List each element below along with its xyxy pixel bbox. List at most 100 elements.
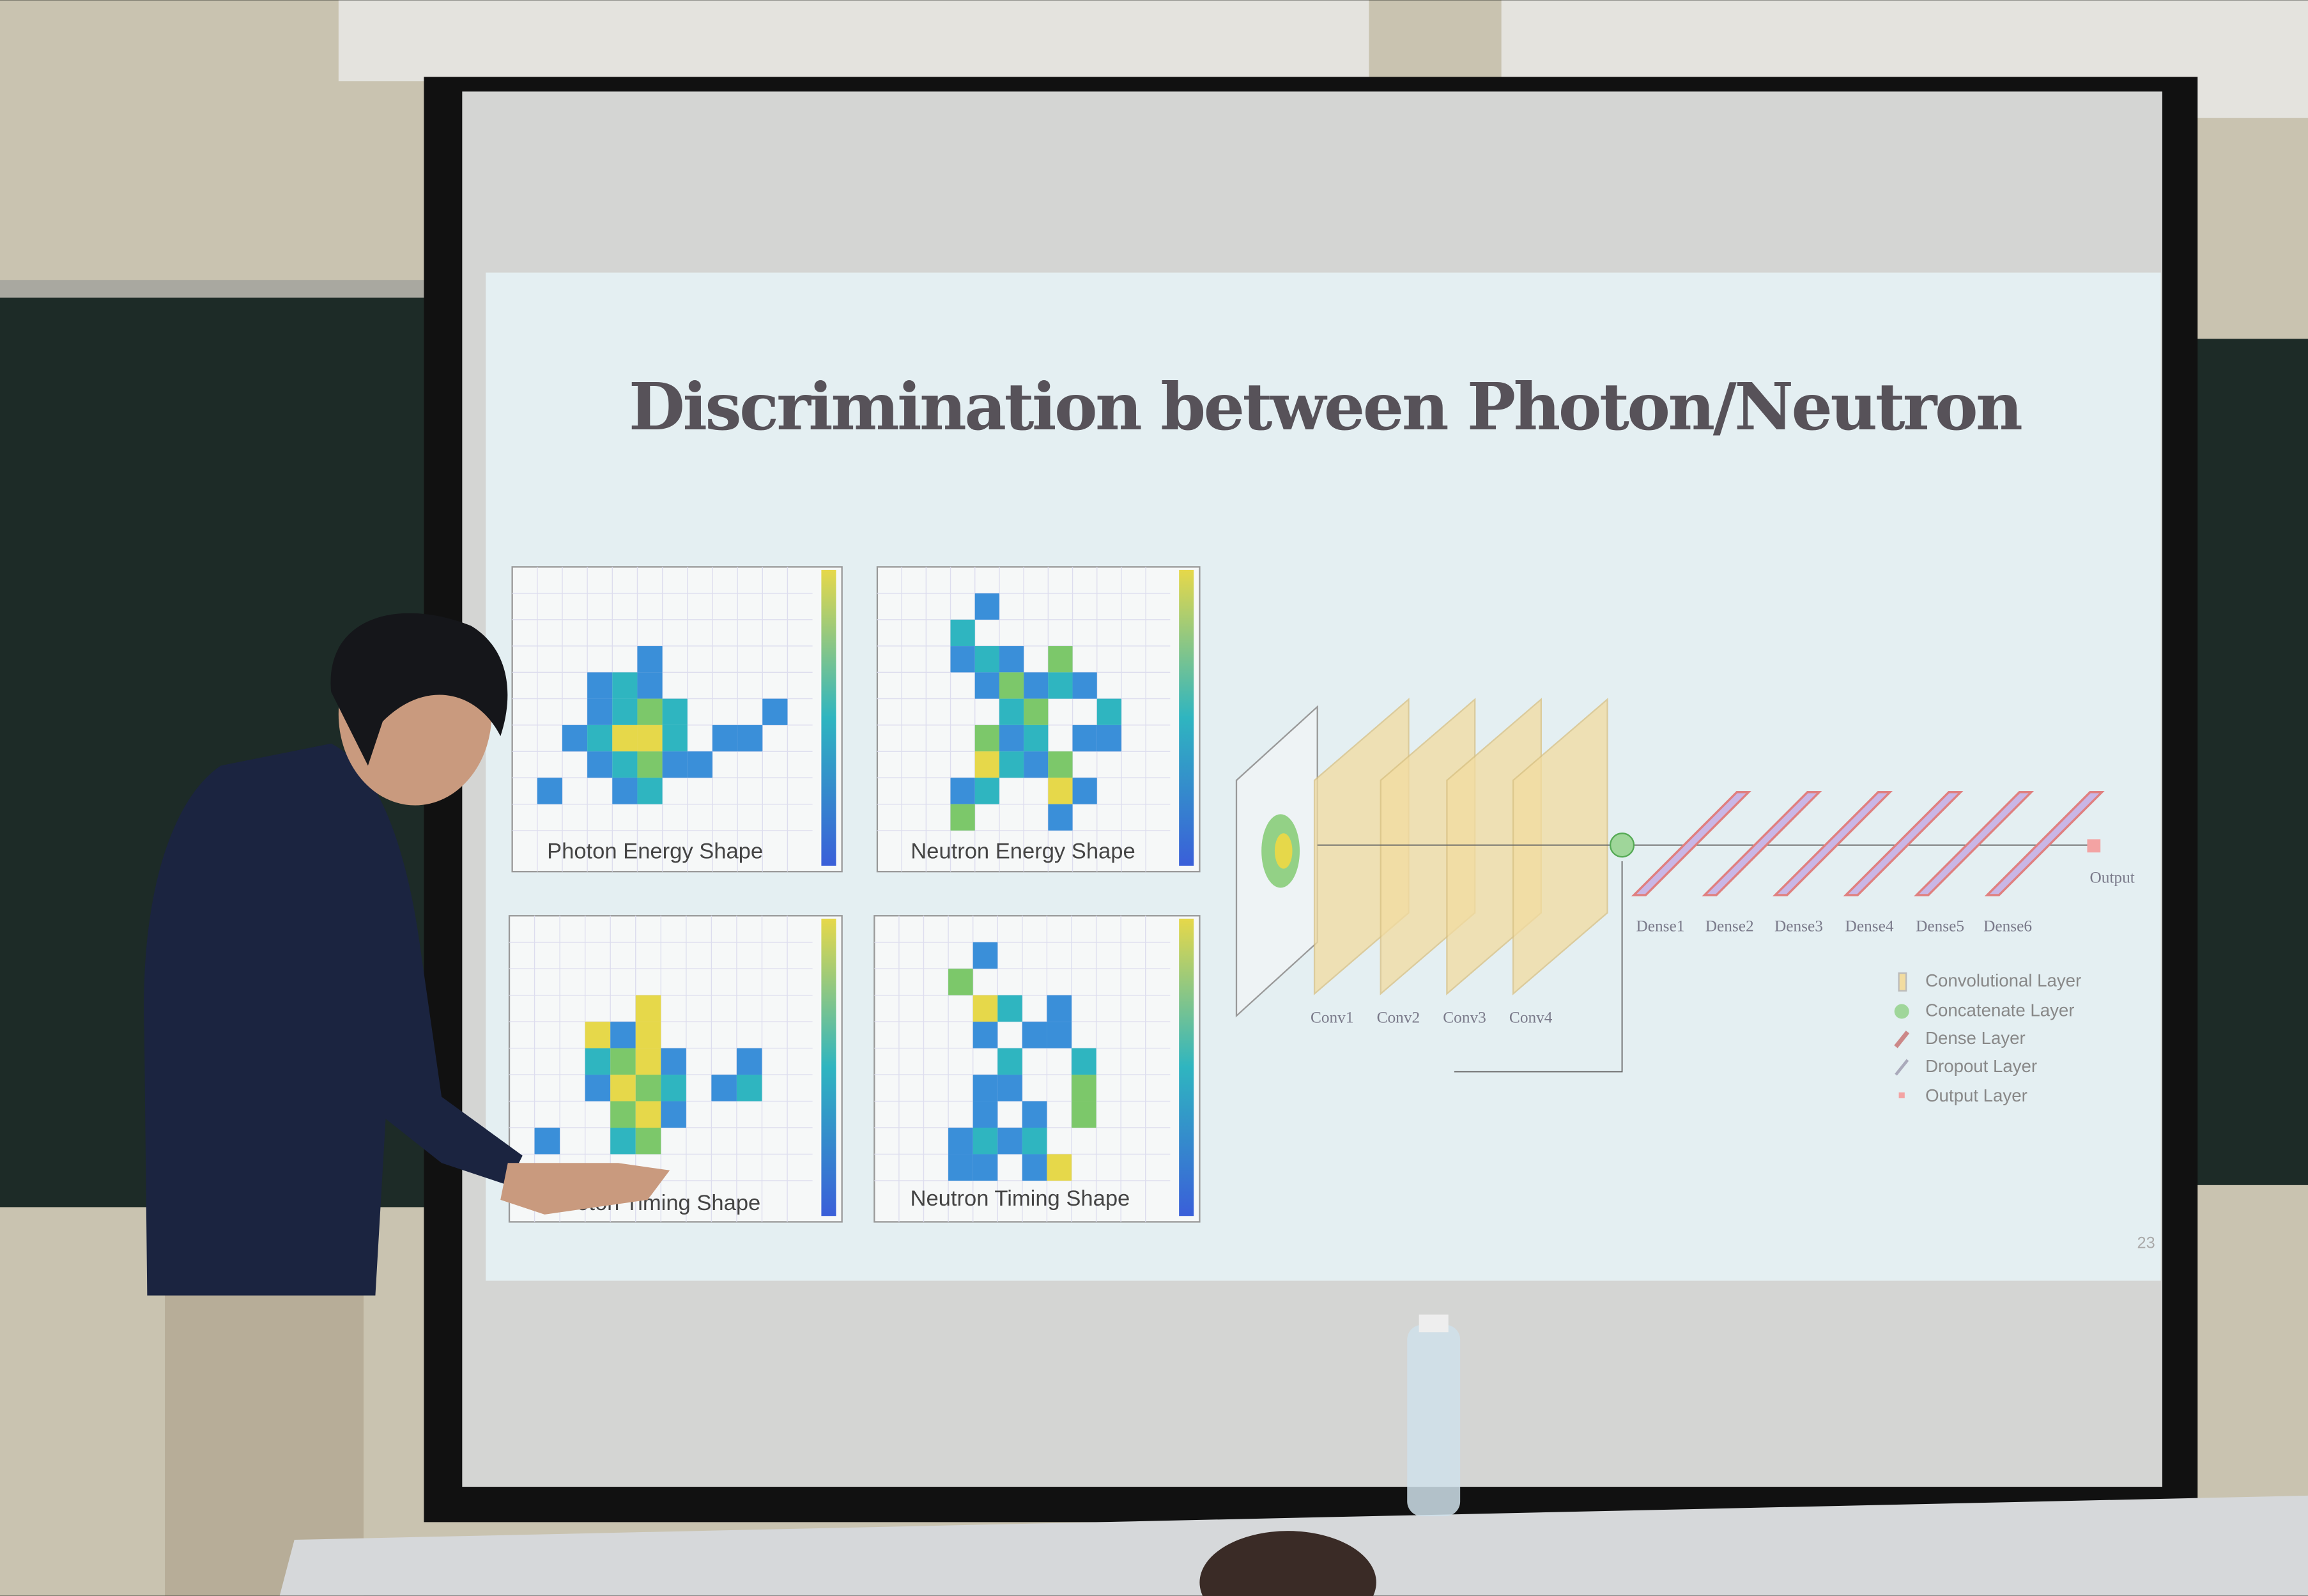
heatmap-cell (661, 1101, 686, 1128)
heatmap-cell (762, 698, 788, 725)
heatmap-cell (585, 1022, 611, 1048)
dense-bar (1914, 791, 2035, 896)
heatmap-cell (635, 1022, 661, 1048)
heatmap-cell (635, 1128, 661, 1155)
legend-symbol (1894, 1031, 1910, 1048)
heatmap-cell (1096, 725, 1121, 752)
shirt (144, 743, 523, 1296)
heatmap-cell (610, 1128, 636, 1155)
heatmap-cell (736, 1075, 762, 1101)
colorbar (1179, 918, 1194, 1216)
heatmap-cell (974, 751, 999, 778)
heatmap-cell (712, 725, 738, 752)
heatmap-cell (612, 751, 638, 778)
layer-label: Dense5 (1916, 917, 1964, 935)
heatmap-cell (610, 1048, 636, 1075)
heatmap-cell (973, 1022, 998, 1048)
heatmap-cell (635, 1048, 661, 1075)
heatmap-cell (662, 751, 688, 778)
heatmap-cell (948, 969, 973, 995)
heatmap-cell (1072, 778, 1097, 804)
heatmap-cell (999, 751, 1024, 778)
heatmap-cell (950, 804, 975, 831)
heatmap-cell (999, 646, 1024, 673)
heatmap-cell (662, 725, 688, 752)
heatmap-cell (1024, 725, 1049, 752)
heatmap-cell (737, 725, 763, 752)
legend-label: Concatenate Layer (1925, 1000, 2074, 1020)
legend-label: Output Layer (1925, 1086, 2027, 1105)
heatmap-cell (635, 1075, 661, 1101)
heatmap-cell (1072, 1101, 1096, 1128)
heatmap-cell (687, 751, 712, 778)
heatmap-cell (973, 995, 998, 1022)
dense-bar (1631, 791, 1751, 896)
heatmap-cell (1048, 646, 1073, 673)
heatmap-cell (1022, 1022, 1047, 1048)
layer-label: Dense1 (1636, 917, 1684, 935)
legend-symbol (1898, 972, 1907, 992)
heatmap-cell (950, 646, 975, 673)
heatmap-cell (1022, 1154, 1047, 1181)
heatmap-cell (973, 942, 998, 969)
heatmap-cell (1024, 672, 1049, 699)
heatmap-cell (974, 593, 999, 620)
layer-label: Dense2 (1705, 917, 1754, 935)
heatmap-cell (1048, 672, 1073, 699)
hair (330, 613, 508, 766)
layer-label: Conv1 (1311, 1008, 1354, 1026)
panel-label: Photon Energy Shape (547, 839, 763, 863)
heatmap-cell (973, 1128, 998, 1155)
dense-bar (1984, 791, 2105, 896)
heatmap-cell (997, 1075, 1022, 1101)
legend-label: Dropout Layer (1925, 1056, 2037, 1076)
heatmap-cell (635, 995, 661, 1022)
blackboard (2178, 339, 2308, 1185)
heatmap-cell (974, 646, 999, 673)
heatmap-cell (974, 725, 999, 752)
heatmap-cell (587, 725, 613, 752)
skip-line (1454, 861, 1623, 1073)
heatmap-cell (1048, 751, 1073, 778)
water-bottle (1407, 1324, 1461, 1517)
heatmap-cell (1096, 698, 1121, 725)
dense-bar (1702, 791, 1822, 896)
heatmap-cell (973, 1075, 998, 1101)
heatmap-cell (1047, 995, 1072, 1022)
heatmap-cell (950, 778, 975, 804)
heatmap-cell (610, 1101, 636, 1128)
slide-title: Discrimination between Photon/Neutron (629, 369, 2022, 445)
heatmap-cell (637, 751, 663, 778)
colorbar (821, 918, 836, 1216)
heatmap-cell (637, 725, 663, 752)
output-node (2087, 839, 2101, 853)
heatmap-cell (948, 1154, 973, 1181)
legend-symbol (1894, 1004, 1909, 1019)
heatmap-cell (736, 1048, 762, 1075)
heatmap-cell (999, 725, 1024, 752)
ceiling-fixture (338, 0, 1369, 82)
heatmap-cell (637, 672, 663, 699)
heatmap-cell (948, 1128, 973, 1155)
heatmap-cell (612, 672, 638, 699)
chair (1199, 1531, 1376, 1596)
layer-label: Dense3 (1774, 917, 1823, 935)
legend-symbol (1898, 1092, 1905, 1098)
panel-label: Neutron Energy Shape (911, 839, 1135, 863)
heatmap-cell (1024, 751, 1049, 778)
colorbar (1179, 569, 1194, 866)
heatmap-cell (1048, 778, 1073, 804)
heatmap-cell (661, 1048, 686, 1075)
heatmap-cell (1072, 725, 1097, 752)
legend: Convolutional Layer Concatenate Layer De… (1894, 971, 2081, 1105)
heatmap-cell (585, 1048, 611, 1075)
heatmap-cell (587, 751, 613, 778)
heatmap-cell (1048, 804, 1073, 831)
heatmap-cell (1022, 1101, 1047, 1128)
heatmap-cell (562, 725, 588, 752)
heatmap-panels (508, 566, 1201, 1223)
dense-layers (1631, 791, 2105, 896)
heatmap-cell (610, 1075, 636, 1101)
heatmap-cell (973, 1154, 998, 1181)
